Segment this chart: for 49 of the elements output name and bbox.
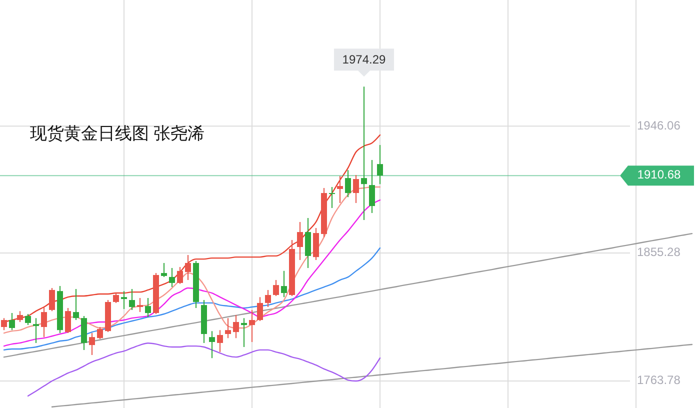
candlestick [361, 86, 367, 221]
line-series [3, 247, 381, 351]
candlestick [305, 218, 311, 268]
line-series [3, 232, 693, 358]
candlestick [129, 288, 135, 310]
candlestick [377, 144, 383, 185]
candlestick [17, 310, 23, 322]
candlestick [217, 330, 223, 353]
y-tick-label: 1855.28 [637, 245, 681, 260]
candlestick [65, 307, 71, 334]
y-tick-label: 1763.78 [637, 373, 681, 388]
candlestick [25, 314, 31, 326]
candlestick [169, 267, 175, 288]
line-series [27, 342, 381, 397]
candlestick [337, 175, 343, 204]
candlestick [265, 289, 271, 308]
candlestick [353, 174, 359, 204]
candlestick [97, 326, 103, 340]
candlestick [345, 170, 351, 198]
y-tick-label: 1946.06 [637, 118, 681, 132]
candlestick [209, 330, 215, 359]
candlestick [121, 290, 127, 310]
candlestick [233, 314, 239, 339]
candlestick [177, 266, 183, 284]
candlestick [49, 287, 55, 312]
candlestick [369, 160, 375, 214]
candlestick [73, 288, 79, 321]
text: 现货黄金日线图 张尧浠 [30, 124, 205, 143]
candlestick [297, 221, 303, 261]
candlestick [145, 298, 151, 318]
candlestick [273, 280, 279, 296]
candlestick [225, 318, 231, 339]
ref-line-label: 1910.68 [637, 168, 682, 182]
candlestick [41, 306, 47, 338]
candlestick [137, 298, 143, 313]
candlestick [161, 262, 167, 278]
candlestick [113, 292, 119, 304]
line-series [51, 344, 693, 408]
candlestick [329, 186, 335, 208]
candlestick [241, 318, 247, 348]
candlestick [89, 332, 95, 356]
candlestick [9, 312, 15, 331]
candlestick [249, 309, 255, 342]
candlestick [257, 296, 263, 322]
candlestick [1, 318, 7, 331]
candlestick [281, 270, 287, 298]
candlestick [33, 318, 39, 344]
candlestick [185, 254, 191, 281]
annotation: 1974.29 [342, 52, 386, 67]
